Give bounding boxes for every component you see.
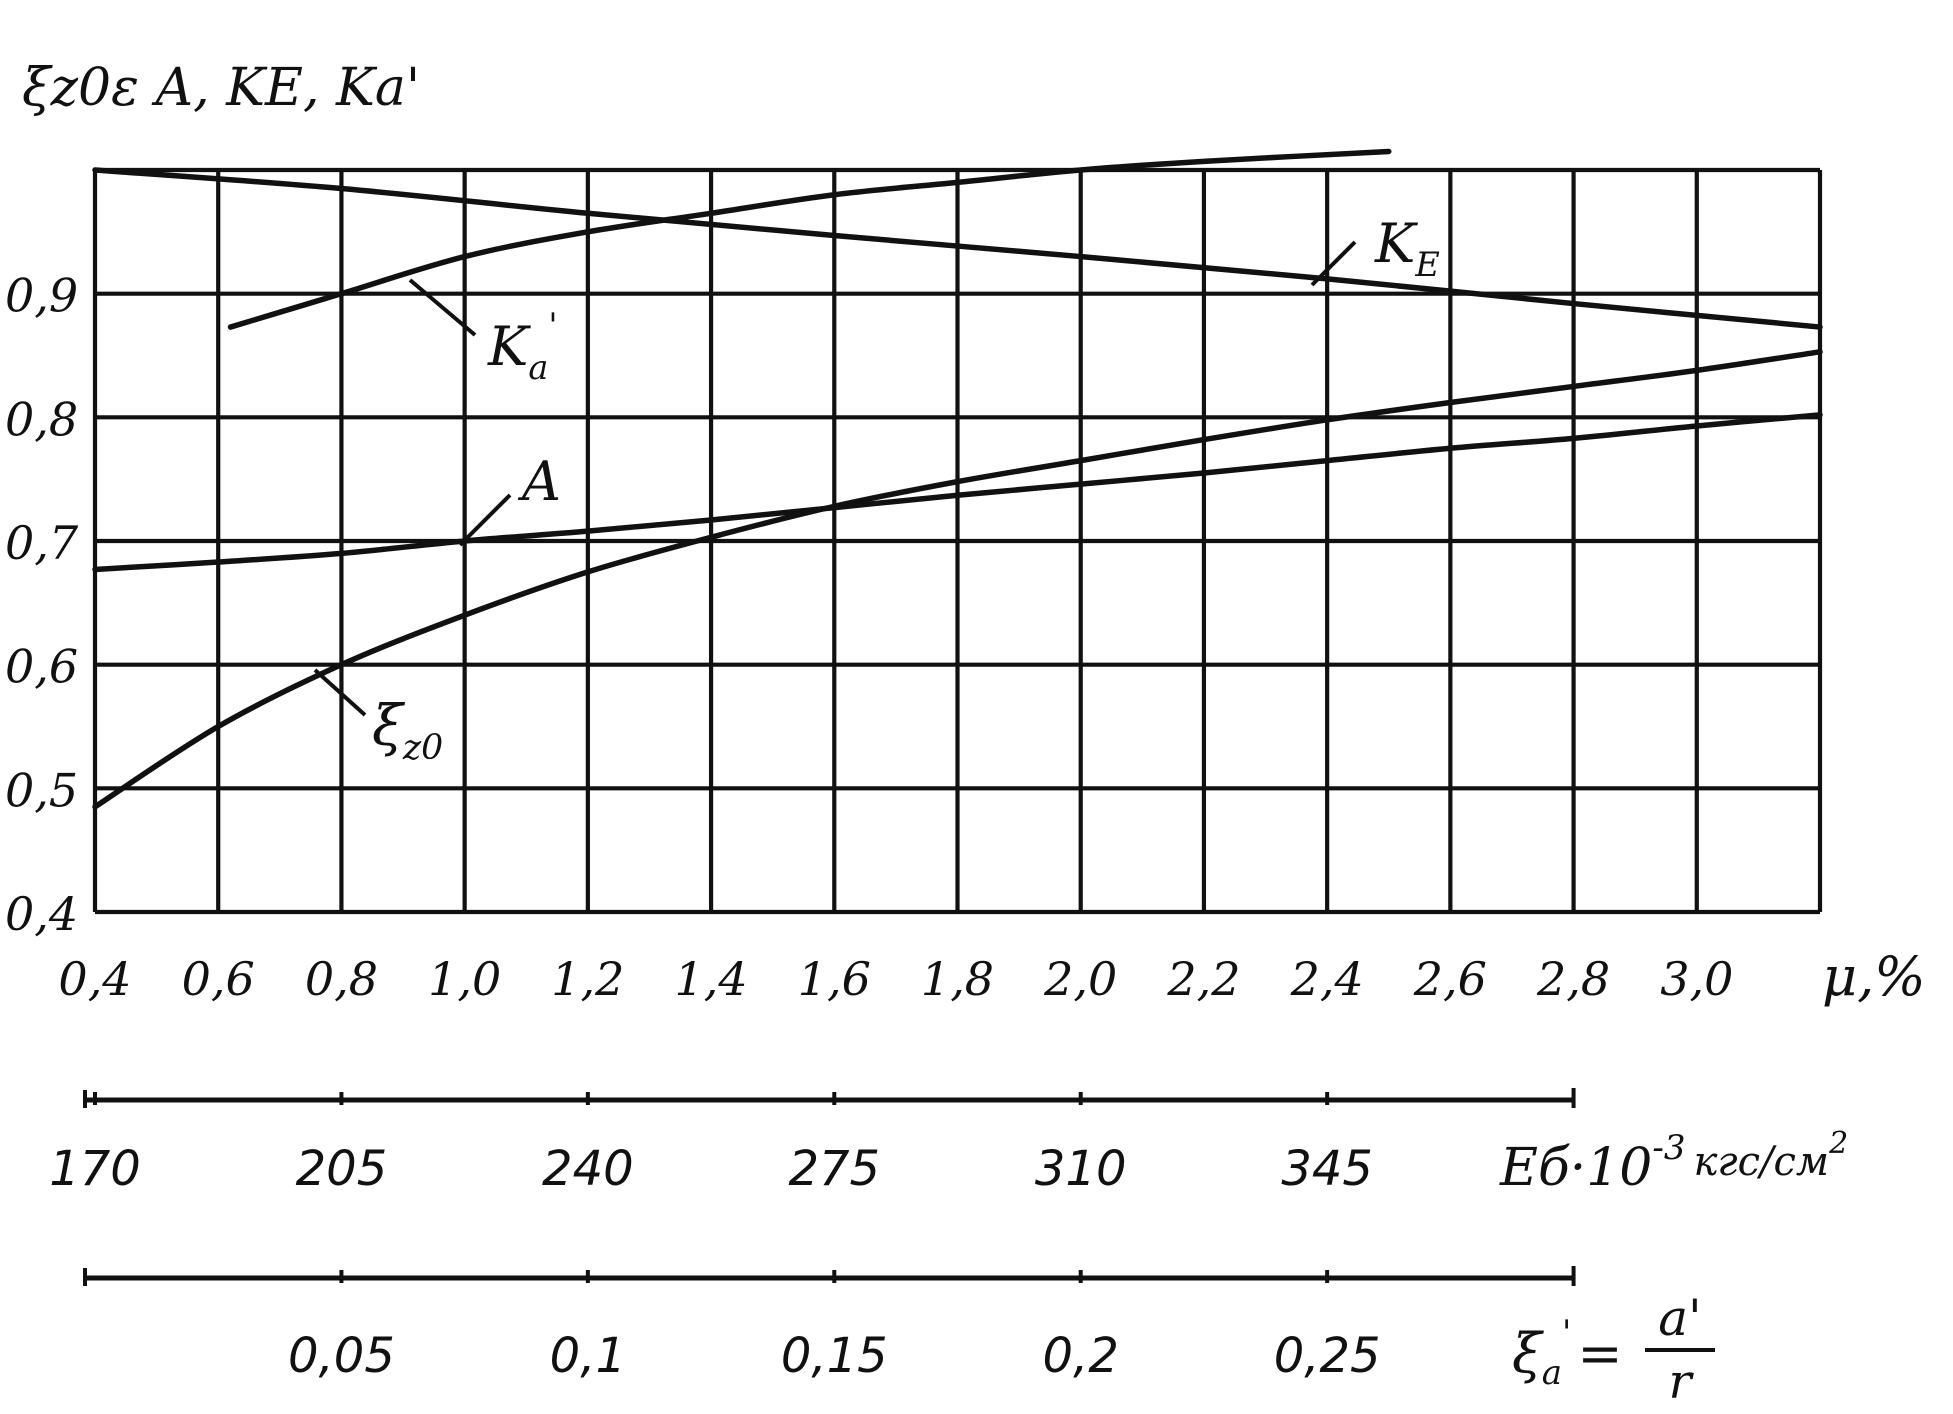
- x-tick-label: 0,6: [182, 952, 255, 1006]
- curve-label-main: K: [1374, 212, 1418, 275]
- series-line-3: [92, 349, 1823, 810]
- svg-text:ξz0ε A, KE, Ka': ξz0ε A, KE, Ka': [22, 58, 420, 118]
- curve-label-leader: [1310, 240, 1357, 287]
- scale-label-denominator: r: [1669, 1354, 1695, 1410]
- scale-label-main: Eб·10: [1499, 1138, 1652, 1198]
- scale-label-numerator: a': [1658, 1289, 1702, 1347]
- y-tick-label: 0,8: [5, 392, 78, 446]
- curve-label-leader: [458, 493, 512, 547]
- series-line-1: [227, 148, 1392, 330]
- scale-label-eq: =: [1577, 1322, 1622, 1385]
- scale-tick-label: 310: [1035, 1141, 1127, 1197]
- x-tick-label: 0,8: [305, 952, 378, 1006]
- scale-label-xia: ξa' =: [1512, 1313, 1623, 1393]
- curve-label-sup: ': [548, 306, 557, 345]
- curve-label: Ka': [487, 306, 558, 387]
- scale-tick-label: 240: [542, 1141, 634, 1197]
- curve-label-main: ξ: [372, 694, 406, 759]
- y-tick-label: 0,5: [5, 763, 78, 817]
- scale-label-main: ξ: [1512, 1322, 1544, 1385]
- x-tick-label: 2,0: [1043, 952, 1117, 1006]
- scale-tick-label: 170: [49, 1141, 141, 1197]
- curve-label-leader: [408, 278, 477, 337]
- series-line-0: [92, 167, 1823, 330]
- scale-label-unit: кгс/см: [1694, 1139, 1830, 1185]
- x-tick-label: 1,4: [674, 952, 747, 1006]
- curve-label-sub: z0: [402, 728, 443, 768]
- grid: [92, 167, 1823, 915]
- x-tick-label: 2,8: [1536, 952, 1610, 1006]
- x-tick-label: 1,6: [798, 952, 871, 1006]
- x-tick-label: 1,2: [551, 952, 624, 1006]
- y-axis-title: ξz0ε A, KE, Ka': [22, 58, 420, 118]
- scale-tick-label: 0,25: [1274, 1328, 1381, 1384]
- curve-label-main: K: [487, 315, 531, 378]
- curve-label-leader: [313, 668, 367, 717]
- scale-tick-label: 0,2: [1043, 1328, 1119, 1384]
- curve-label: KE: [1374, 212, 1440, 284]
- scale-tick-label: 205: [296, 1141, 388, 1197]
- x-tick-label: 2,2: [1166, 952, 1240, 1006]
- scale-label-eb: Eб·10-3 кгс/см2: [1499, 1126, 1848, 1198]
- y-tick-label: 0,6: [5, 640, 78, 694]
- scale-tick-label: 345: [1281, 1141, 1373, 1197]
- x-tick-label: 3,0: [1660, 952, 1733, 1006]
- x-tick-label: 2,6: [1413, 952, 1487, 1006]
- x-tick-label: 1,0: [428, 952, 501, 1006]
- scale-label-sub: a: [1542, 1353, 1562, 1393]
- scale-label-exp: -3: [1652, 1128, 1685, 1168]
- x-tick-label: 1,8: [921, 952, 994, 1006]
- curve-label-main: A: [517, 450, 561, 513]
- curve-label: ξz0: [372, 694, 443, 768]
- x-tick-labels: 0,4 0,6 0,8 1,0 1,2 1,4 1,6 1,8 2,0 2,2 2,4 2,6 2,8 3…: [58, 952, 1733, 1006]
- y-tick-label: 0,9: [5, 269, 78, 323]
- scale-tick-label: 0,1: [550, 1328, 626, 1384]
- series-lines: [92, 148, 1823, 810]
- y-tick-labels: 0,4 0,5 0,6 0,7 0,8 0,9: [5, 269, 79, 941]
- x-tick-label: 2,4: [1290, 952, 1364, 1006]
- series-line-2: [92, 412, 1823, 573]
- scale-tick-label: 0,05: [288, 1328, 395, 1384]
- x-tick-label: 0,4: [58, 952, 131, 1006]
- scale-tick-label: 275: [788, 1141, 880, 1197]
- secondary-scales: 170 205 240 275 310 345 0,05 0,1 0,15 0,2 0,25 Eб·1…: [49, 1088, 1848, 1410]
- y-tick-label: 0,4: [5, 887, 78, 941]
- scale-tick-label: 0,15: [781, 1328, 888, 1384]
- scale-label-sup: ': [1562, 1313, 1571, 1353]
- curve-label-sub: E: [1414, 245, 1439, 284]
- curve-label-sub: a: [528, 348, 548, 387]
- curve-label: A: [517, 450, 561, 513]
- x-axis-title: μ,%: [1822, 945, 1926, 1008]
- scale-label-unit-exp: 2: [1828, 1126, 1848, 1161]
- y-tick-label: 0,7: [5, 516, 79, 570]
